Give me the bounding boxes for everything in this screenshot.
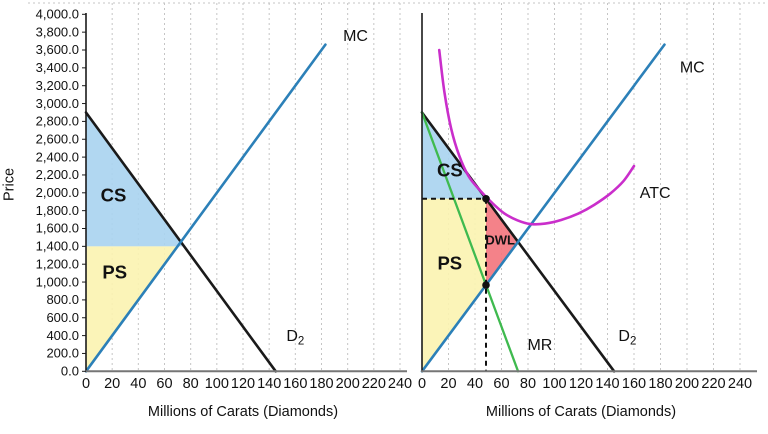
mc-label: MC bbox=[343, 28, 368, 45]
y-tick-label: 1,800.0 bbox=[36, 203, 79, 218]
y-tick-label: 400.0 bbox=[46, 328, 79, 343]
y-tick-label: 3,800.0 bbox=[36, 24, 79, 39]
x-tick-label: 180 bbox=[309, 376, 333, 392]
y-tick-label: 600.0 bbox=[46, 310, 79, 325]
y-tick-label: 2,800.0 bbox=[36, 114, 79, 129]
y-tick-label: 3,200.0 bbox=[36, 78, 79, 93]
x-tick-label: 240 bbox=[388, 376, 412, 392]
mc-curve bbox=[84, 43, 327, 373]
y-tick-label: 200.0 bbox=[46, 346, 79, 361]
x-axis-title-right: Millions of Carats (Diamonds) bbox=[485, 404, 677, 420]
atc-label: ATC bbox=[640, 185, 671, 202]
x-tick-label: 140 bbox=[595, 376, 619, 392]
x-axis-title-left: Millions of Carats (Diamonds) bbox=[147, 404, 339, 420]
y-tick-label: 3,400.0 bbox=[36, 60, 79, 75]
x-tick-label: 160 bbox=[283, 376, 307, 392]
y-tick-label: 3,000.0 bbox=[36, 96, 79, 111]
y-tick-label: 0.0 bbox=[61, 364, 79, 379]
y-tick-label: 1,400.0 bbox=[36, 239, 79, 254]
ps-label: PS bbox=[102, 261, 127, 282]
cs-label: CS bbox=[101, 185, 127, 206]
y-tick-label: 800.0 bbox=[46, 292, 79, 307]
producer-surplus-area bbox=[422, 198, 486, 372]
x-tick-label: 120 bbox=[231, 376, 255, 392]
cs-label: CS bbox=[437, 160, 463, 181]
mc-label: MC bbox=[680, 59, 705, 76]
d2-label: D2 bbox=[286, 328, 304, 348]
y-tick-label: 4,000.0 bbox=[36, 7, 79, 22]
y-tick-label: 3,600.0 bbox=[36, 42, 79, 57]
x-tick-label: 200 bbox=[336, 376, 360, 392]
x-tick-label: 160 bbox=[622, 376, 646, 392]
y-tick-label: 1,000.0 bbox=[36, 274, 79, 289]
monopoly-price-point bbox=[482, 194, 490, 203]
y-tick-label: 1,600.0 bbox=[36, 221, 79, 236]
x-tick-label: 60 bbox=[156, 376, 172, 392]
mr-mc-intersection-point bbox=[482, 281, 490, 289]
x-tick-label: 0 bbox=[418, 376, 426, 392]
deadweight-loss-area bbox=[486, 198, 519, 286]
x-tick-label: 40 bbox=[130, 376, 146, 392]
x-tick-label: 20 bbox=[104, 376, 120, 392]
y-tick-label: 2,200.0 bbox=[36, 167, 79, 182]
x-tick-label: 20 bbox=[440, 376, 456, 392]
mr-curve bbox=[420, 111, 520, 373]
atc-curve bbox=[437, 48, 636, 226]
y-tick-label: 2,600.0 bbox=[36, 131, 79, 146]
x-tick-label: 80 bbox=[520, 376, 536, 392]
x-tick-label: 60 bbox=[493, 376, 509, 392]
x-tick-label: 240 bbox=[728, 376, 752, 392]
y-tick-label: 1,200.0 bbox=[36, 256, 79, 271]
perfect-competition-chart: 0.0 200.0 400.0 600.0 800.0 1,000.0 1,200.0 1,4… bbox=[36, 3, 412, 392]
mc-curve bbox=[420, 43, 666, 373]
x-tick-label: 100 bbox=[542, 376, 566, 392]
x-tick-label: 200 bbox=[675, 376, 699, 392]
x-tick-label: 220 bbox=[701, 376, 725, 392]
dwl-label: DWL bbox=[485, 233, 515, 248]
x-tick-label: 40 bbox=[467, 376, 483, 392]
x-tick-label: 100 bbox=[205, 376, 229, 392]
y-tick-label: 2,000.0 bbox=[36, 185, 79, 200]
d2-label: D2 bbox=[618, 328, 636, 348]
ps-label: PS bbox=[437, 253, 462, 274]
mr-label: MR bbox=[527, 337, 552, 354]
x-tick-label: 120 bbox=[569, 376, 593, 392]
x-tick-label: 180 bbox=[648, 376, 672, 392]
monopoly-chart: 0 20 40 60 80 100 120 140 160 180 200 220 240 MC ATC MR… bbox=[418, 3, 757, 392]
x-tick-label: 140 bbox=[257, 376, 281, 392]
x-tick-label: 80 bbox=[183, 376, 199, 392]
y-axis-title: Price bbox=[1, 167, 18, 202]
x-tick-label: 220 bbox=[362, 376, 386, 392]
y-tick-label: 2,400.0 bbox=[36, 149, 79, 164]
x-tick-label: 0 bbox=[82, 376, 90, 392]
